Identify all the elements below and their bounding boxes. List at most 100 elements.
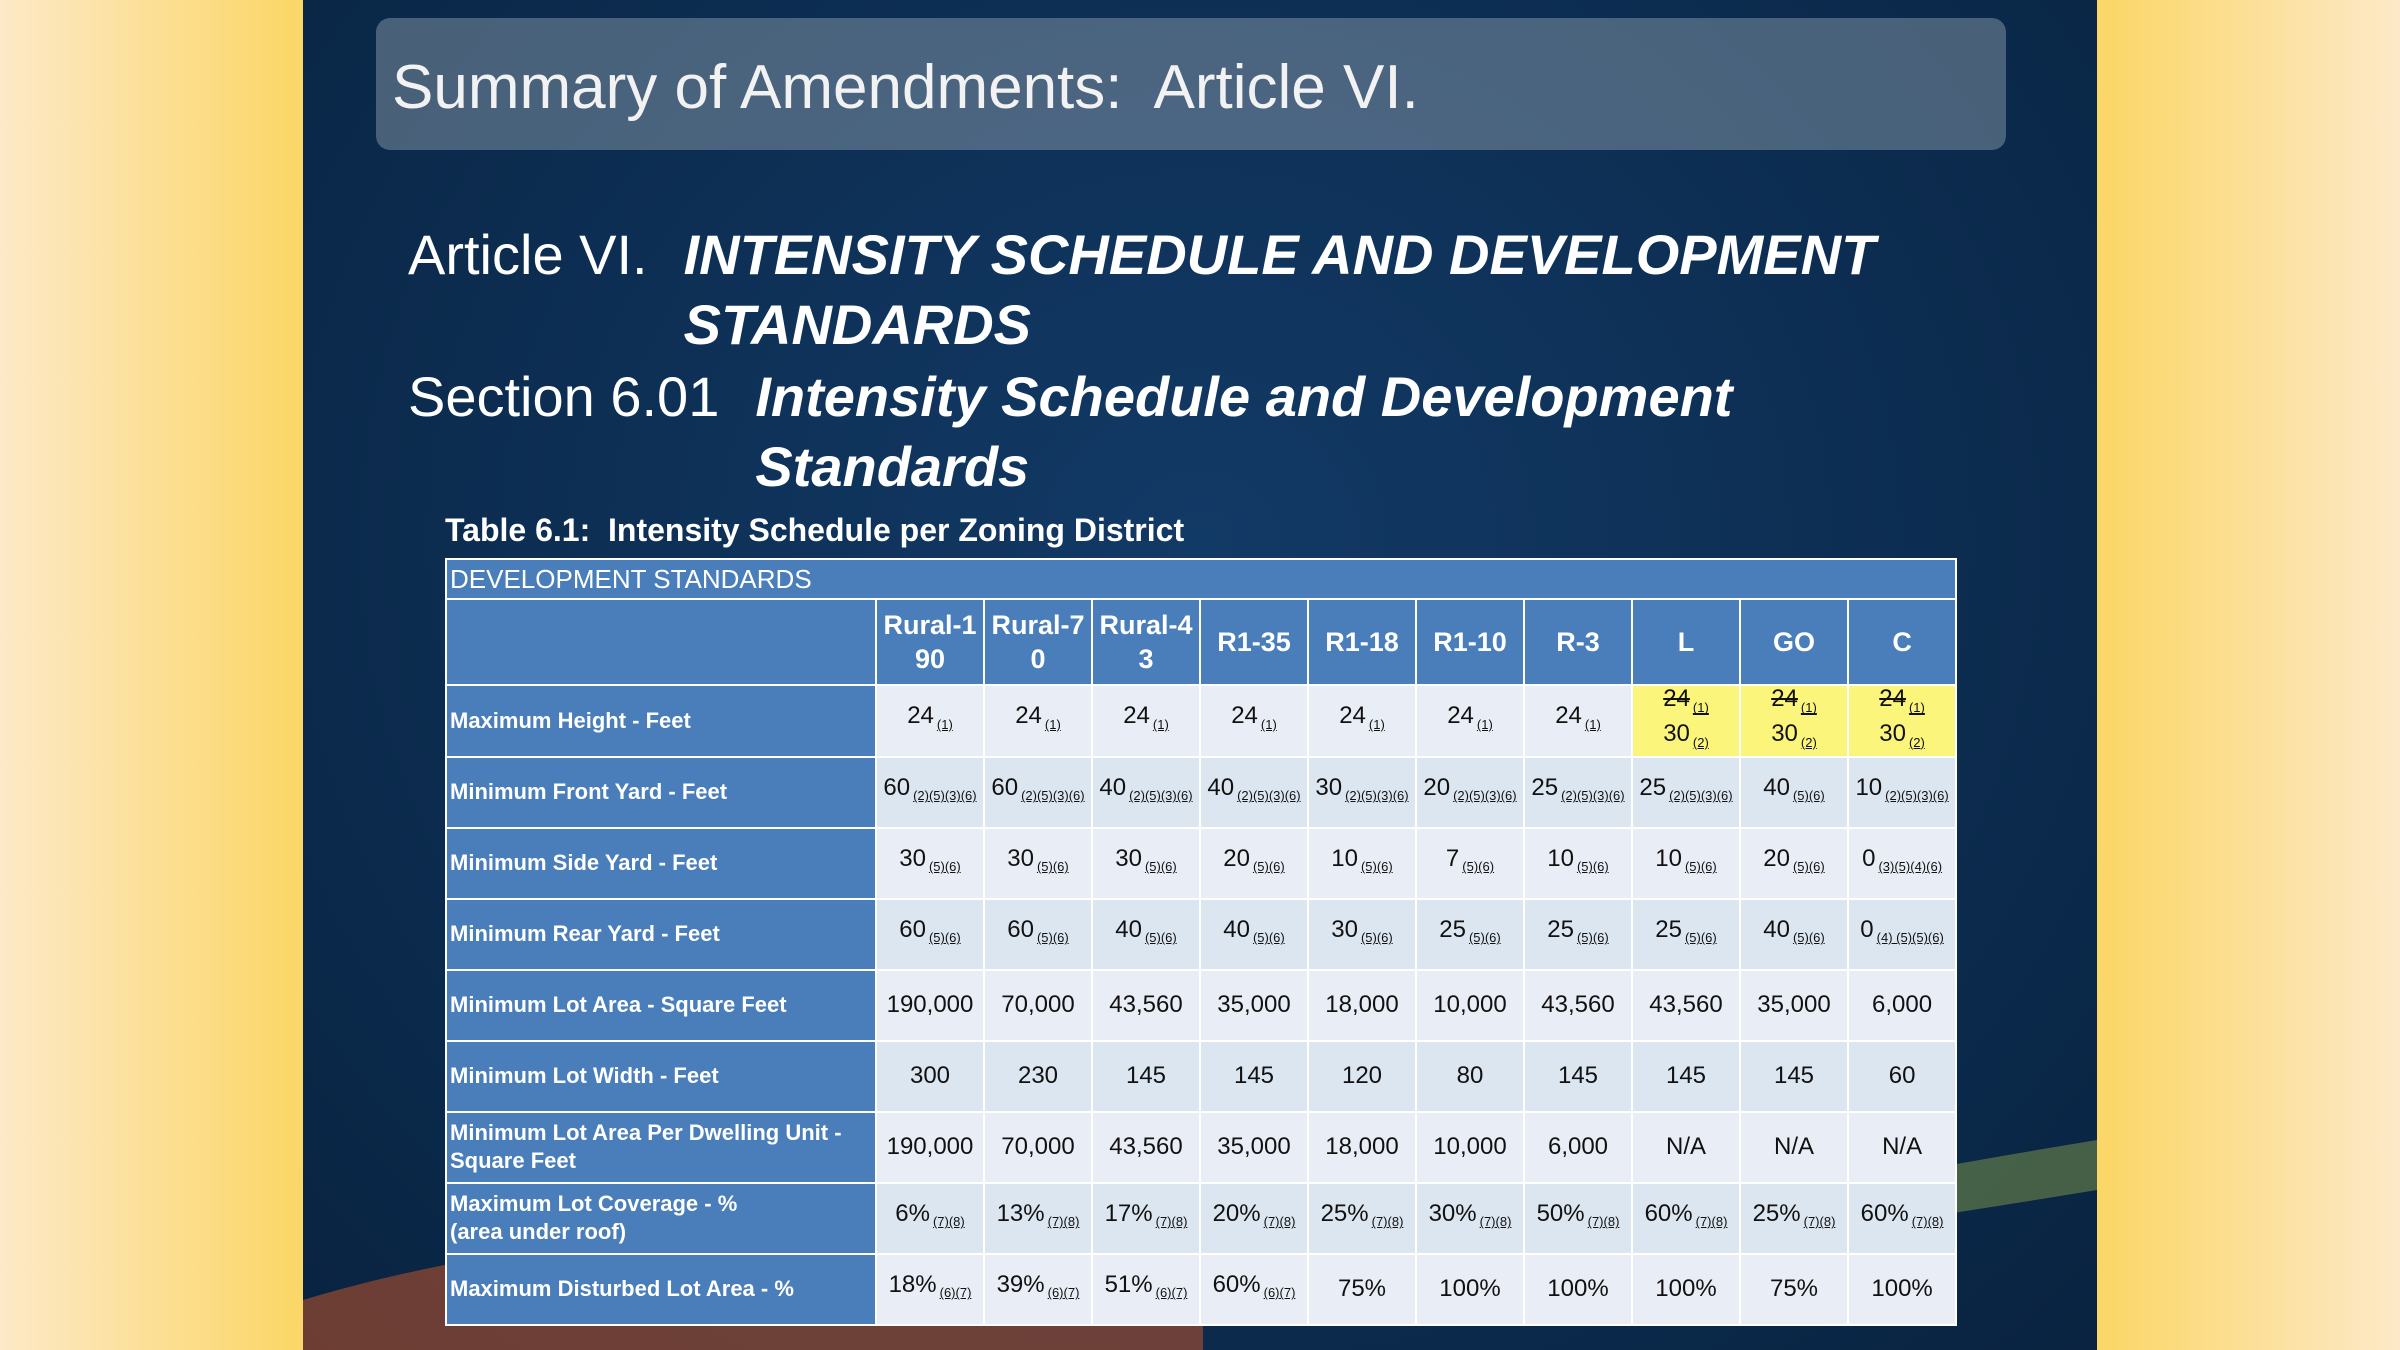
value-text: 25%: [1320, 1199, 1369, 1227]
value: 145: [1528, 1063, 1628, 1089]
footnote: (1): [1476, 717, 1493, 733]
footnote: (2)(5)(3)(6): [913, 788, 977, 804]
table-header: DEVELOPMENT STANDARDS: [444, 558, 1958, 600]
table-row: Maximum Disturbed Lot Area - % 18% (6)(7) 3…: [445, 1252, 1958, 1326]
value-text: 40: [1763, 915, 1790, 943]
value-text: 100%: [1439, 1275, 1501, 1303]
value: 24 (1): [988, 703, 1088, 738]
column-header: L: [1631, 598, 1741, 686]
value: 145: [1096, 1063, 1196, 1089]
row-label: Minimum Lot Width - Feet: [445, 1039, 877, 1113]
value: 190,000: [880, 992, 980, 1018]
value: 25 (2)(5)(3)(6): [1636, 774, 1736, 810]
value: 0 (4) (5)(5)(6): [1852, 916, 1952, 952]
cell: 100%: [1846, 1252, 1958, 1326]
value-text: 24: [907, 702, 934, 730]
cell: 40 (5)(6): [1091, 897, 1201, 971]
footnote: (1): [1584, 717, 1601, 733]
value: 100%: [1528, 1276, 1628, 1302]
value: 13% (7)(8): [988, 1199, 1088, 1236]
cell: 75%: [1307, 1252, 1417, 1326]
value: 190,000: [880, 1134, 980, 1160]
footnote: (2)(5)(3)(6): [1129, 788, 1193, 804]
value-text: 100%: [1871, 1275, 1933, 1303]
old-value: 24 (1): [1744, 687, 1844, 721]
value-text: 30: [1115, 844, 1142, 872]
value-text: 39%: [996, 1270, 1045, 1298]
value: 6% (7)(8): [880, 1200, 980, 1236]
value-text: 60: [991, 773, 1019, 801]
value-text: 60: [1888, 1062, 1916, 1090]
value: 100%: [1636, 1276, 1736, 1302]
cell: 100%: [1631, 1252, 1741, 1326]
table-header-row: DEVELOPMENT STANDARDS: [444, 558, 1958, 600]
value: 30 (2): [1852, 719, 1952, 755]
column-header: R-3: [1523, 598, 1633, 686]
cell: 35,000: [1739, 968, 1849, 1042]
footnote: (3)(5)(4)(6): [1878, 859, 1943, 875]
cell: 300: [875, 1039, 985, 1113]
value: 24 (1): [1204, 703, 1304, 738]
value-text: 20: [1223, 844, 1250, 872]
footnote: (5)(6): [1252, 859, 1285, 875]
cell: 43,560: [1631, 968, 1741, 1042]
footnote: (5)(6): [1252, 930, 1285, 946]
column-header-row: Rural-190 Rural-70 Rural-43 R1-35 R1-18 R1-10…: [445, 598, 1958, 686]
value: 20% (7)(8): [1204, 1199, 1304, 1236]
footnote: (5)(6): [1576, 859, 1609, 875]
footnote: (1): [1368, 717, 1385, 733]
value-text: 6,000: [1872, 991, 1933, 1019]
value-text: N/A: [1773, 1133, 1814, 1161]
footnote: (1): [1044, 717, 1061, 733]
footnote: (2)(5)(3)(6): [1237, 788, 1301, 804]
cell: 40 (5)(6): [1739, 897, 1849, 971]
table-row: Maximum Height - Feet 24 (1) 24 (1) 24 (1) 24 (1…: [445, 684, 1958, 758]
column-header: Rural-190: [875, 598, 985, 686]
value-text: 80: [1456, 1062, 1484, 1090]
value-text: 100%: [1655, 1275, 1717, 1303]
footnote: (5)(6): [1792, 788, 1825, 804]
value-text: 145: [1557, 1062, 1599, 1090]
value-text: 30: [1315, 773, 1343, 801]
old-value-text: 24: [1663, 685, 1690, 712]
value-text: 60: [899, 915, 926, 943]
footnote: (5)(6): [1684, 930, 1717, 946]
value: 18,000: [1312, 1134, 1412, 1160]
value: 10 (5)(6): [1312, 845, 1412, 881]
value: 6,000: [1852, 992, 1952, 1018]
value: 75%: [1744, 1276, 1844, 1302]
footnote: (7)(8): [1155, 1214, 1188, 1230]
footnote: (5)(6): [928, 859, 961, 875]
old-footnote: (1): [1800, 699, 1817, 715]
value-text: 13%: [996, 1199, 1045, 1227]
footnote: (5)(6): [1576, 930, 1609, 946]
value-text: 60: [1007, 915, 1034, 943]
value: 30 (2): [1636, 720, 1736, 755]
value-text: 20%: [1212, 1199, 1261, 1227]
cell: 145: [1091, 1039, 1201, 1113]
table-row: Minimum Front Yard - Feet 60 (2)(5)(3)(6) 6…: [445, 755, 1958, 829]
value-text: 24: [1015, 702, 1042, 730]
value-text: 30: [1331, 915, 1358, 943]
value-text: 70,000: [1001, 991, 1075, 1019]
value-text: 10: [1655, 844, 1682, 872]
value: 0 (3)(5)(4)(6): [1852, 845, 1952, 881]
value-text: 18,000: [1325, 991, 1399, 1019]
value-text: 10,000: [1433, 1133, 1507, 1161]
value-text: 50%: [1536, 1199, 1585, 1227]
value-text: 35,000: [1217, 991, 1291, 1019]
value-text: 24: [1447, 702, 1474, 730]
cell: 24 (1) 30 (2): [1739, 684, 1849, 758]
value: 75%: [1312, 1276, 1412, 1302]
footnote: (2): [1692, 734, 1709, 750]
cell: 60% (7)(8): [1631, 1181, 1741, 1255]
value-text: 35,000: [1757, 991, 1831, 1019]
value-text: 30: [1879, 719, 1906, 747]
cell: 10 (5)(6): [1631, 826, 1741, 900]
value-text: N/A: [1882, 1133, 1923, 1161]
value: 10,000: [1420, 992, 1520, 1018]
row-label: Minimum Front Yard - Feet: [445, 755, 877, 829]
value: 40 (2)(5)(3)(6): [1204, 774, 1304, 810]
value: 30 (5)(6): [880, 845, 980, 881]
